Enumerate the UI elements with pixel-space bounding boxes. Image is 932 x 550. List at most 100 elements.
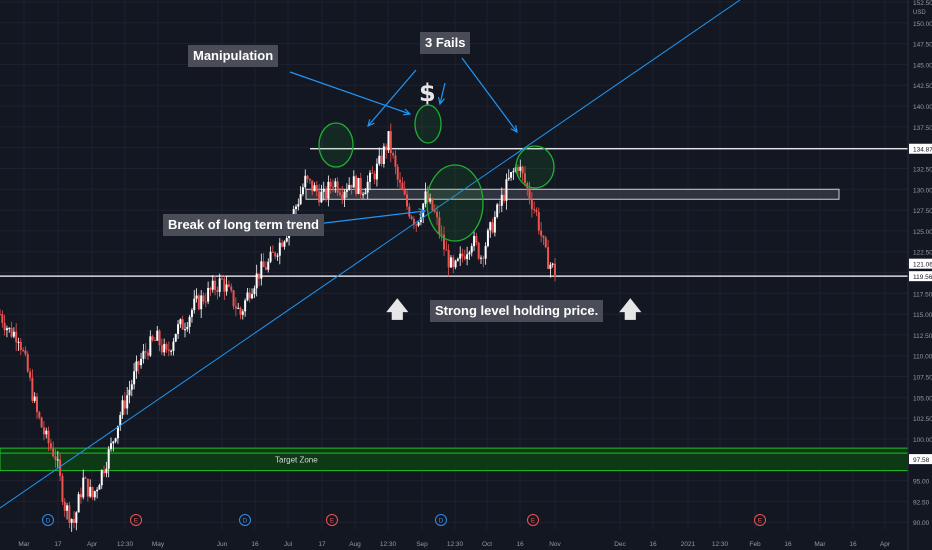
candle-body [216, 290, 219, 292]
candle-body [461, 253, 464, 257]
candle-body [49, 443, 52, 449]
candle-body [234, 306, 237, 309]
annotation-arrow [289, 71, 411, 115]
y-tick-label: 110.00 [913, 354, 932, 361]
candle-body [267, 261, 270, 270]
event-marker-label: E [134, 518, 139, 525]
y-tick-label: 150.00 [913, 21, 932, 28]
candle-body [299, 194, 302, 205]
candle-body [221, 278, 223, 280]
y-tick-label: 125.00 [913, 229, 932, 236]
y-tick-label: 145.00 [913, 62, 932, 69]
candle-body [406, 194, 408, 207]
arrows-layer [289, 57, 518, 227]
candle-body [248, 292, 251, 299]
y-tick-label: 112.50 [913, 333, 932, 340]
candle-body [251, 294, 254, 299]
candle-body [480, 257, 482, 259]
candle-body [375, 163, 378, 180]
circles-layer [318, 104, 555, 242]
candle-body [66, 505, 69, 511]
annotation-arrow [367, 69, 417, 127]
candle-body [96, 489, 99, 492]
candle-body [327, 181, 330, 199]
x-tick-label: 17 [54, 541, 62, 548]
y-tick-label: 147.50 [913, 42, 932, 49]
candle-body [443, 234, 445, 250]
candle-body [63, 501, 66, 511]
y-tick-label: 140.00 [913, 104, 932, 111]
x-tick-label: 16 [649, 541, 657, 548]
candle-body [325, 189, 328, 199]
candles-layer [0, 123, 556, 532]
price-label-bg [909, 258, 932, 269]
candle-body [5, 328, 8, 331]
candle-body [181, 319, 184, 330]
candle-body [357, 178, 360, 194]
candle-body [24, 350, 27, 355]
up-arrow-icon: 🡅 [386, 298, 409, 323]
candle-body [410, 216, 413, 219]
candle-body [79, 494, 82, 498]
y-tick-label: 137.50 [913, 125, 932, 132]
candle-body [306, 175, 309, 179]
candle-body [387, 131, 390, 151]
y-tick-label: 119.56 [913, 274, 932, 281]
candle-body [304, 175, 307, 188]
candle-body [274, 252, 277, 257]
candle-body [22, 349, 25, 351]
annotation-arrow [439, 82, 446, 105]
y-tick-label: 134.87 [913, 147, 932, 154]
candle-body [429, 198, 432, 202]
candle-body [510, 172, 513, 178]
long-term-trendline [0, 0, 741, 509]
candle-body [285, 237, 288, 242]
candle-body [470, 246, 473, 253]
candle-body [399, 179, 402, 183]
annotation-arrowhead [367, 119, 375, 128]
up-arrow-icon: 🡅 [619, 298, 642, 323]
candle-body [68, 505, 71, 523]
candle-body [144, 351, 147, 353]
candle-body [163, 344, 166, 353]
candle-body [519, 166, 522, 171]
earnings-marker [130, 514, 142, 526]
candle-body [355, 176, 358, 194]
x-tick-label: Dec [614, 541, 626, 548]
candle-body [107, 449, 110, 469]
event-marker-label: D [439, 518, 444, 525]
y-tick-label: 97.58 [913, 457, 930, 464]
candle-body [8, 327, 11, 329]
candle-body [338, 192, 341, 195]
candle-body [535, 209, 538, 212]
candle-body [526, 182, 529, 189]
candle-body [547, 247, 550, 269]
candle-body [473, 236, 476, 247]
y-axis: USD 152.50 150.00 147.50 145.00 142.50 140.00 1… [907, 0, 932, 550]
dividend-marker [435, 514, 447, 526]
candle-body [225, 284, 228, 292]
candle-body [389, 131, 392, 154]
y-tick-label: 122.50 [913, 250, 932, 257]
y-tick-label: 105.00 [913, 395, 932, 402]
candle-body [174, 333, 177, 342]
candle-body [433, 210, 436, 212]
candle-body [392, 153, 395, 156]
candle-body [246, 292, 249, 301]
candle-body [452, 257, 455, 268]
candle-body [160, 345, 163, 353]
candle-body [31, 377, 34, 401]
candle-body [26, 354, 29, 372]
candle-body [542, 235, 545, 238]
annotation-arrowhead [437, 97, 445, 106]
candle-body [454, 260, 457, 268]
dividend-marker [239, 514, 251, 526]
candle-body [544, 237, 547, 248]
candle-body [373, 173, 376, 180]
candle-body [82, 477, 85, 498]
candle-body [382, 146, 385, 165]
candle-body [140, 358, 143, 366]
candle-body [19, 341, 22, 350]
